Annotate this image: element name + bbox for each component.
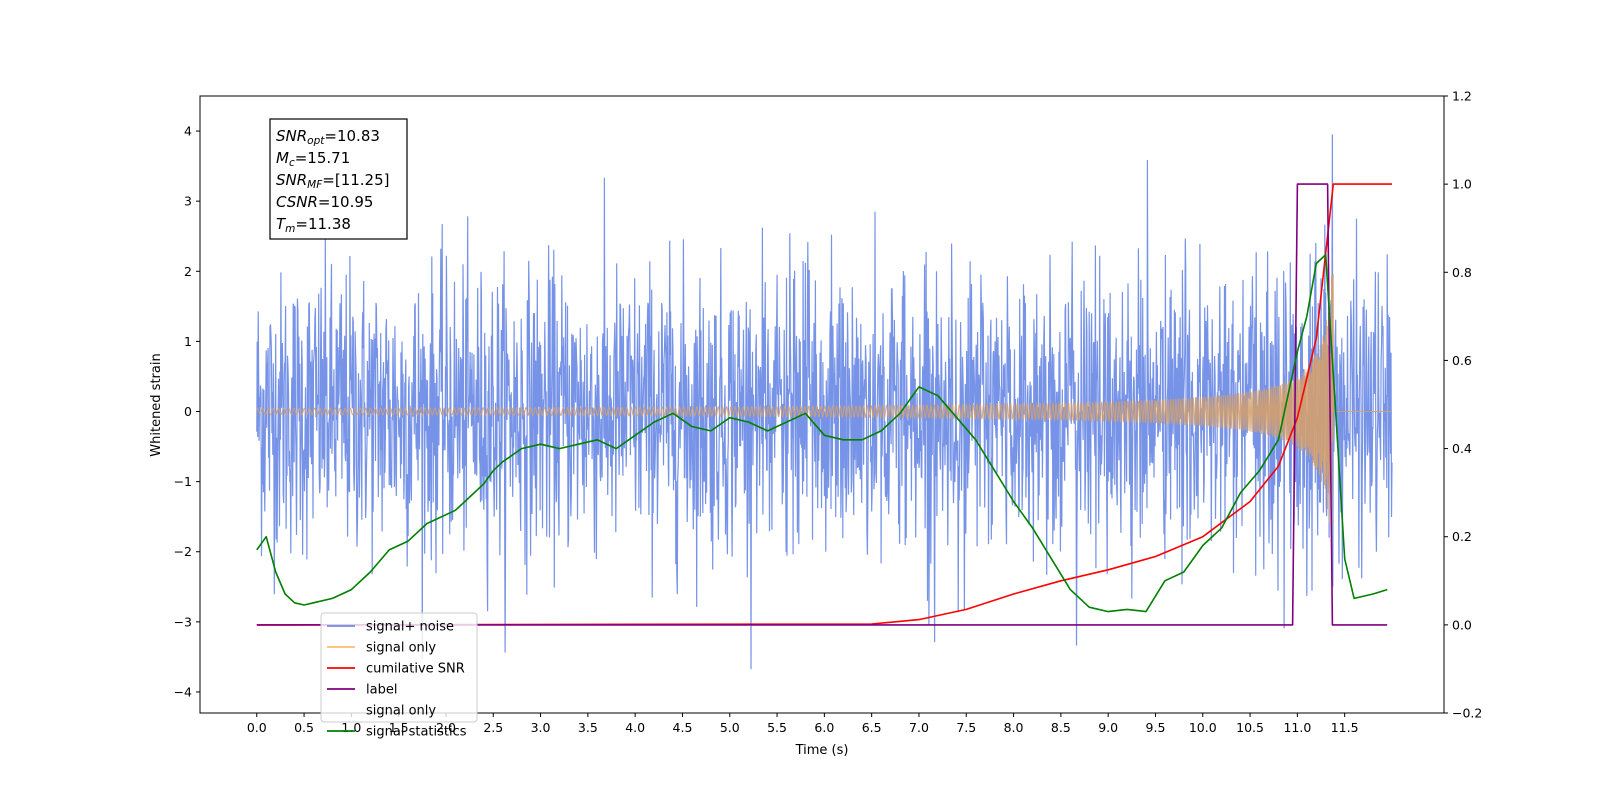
series-signal-plus-noise (256, 134, 1393, 670)
annotation-line: Mc=15.71 (276, 149, 350, 169)
x-tick-label: 9.0 (1098, 720, 1118, 735)
legend-entry-label: cumilative SNR (366, 662, 465, 677)
x-tick-label: 4.0 (625, 720, 645, 735)
y-right-tick-label: 0.8 (1452, 265, 1472, 280)
x-tick-label: 6.5 (862, 720, 882, 735)
series-cumulative-snr (256, 183, 1392, 626)
x-tick-label: 7.0 (909, 720, 929, 735)
legend-entry-label: signal only (366, 704, 436, 719)
annotation-line: CSNR=10.95 (276, 193, 373, 211)
series-signal-statistics (256, 253, 1388, 613)
y-left-tick-label: 1 (184, 334, 192, 349)
annotation-box (269, 118, 408, 240)
x-tick-label: 5.5 (767, 720, 787, 735)
annotation-line: SNRMF=[11.25] (276, 171, 390, 191)
annotation-variable: T (276, 215, 287, 233)
annotation-line: SNRopt=10.83 (276, 127, 380, 147)
x-tick-label: 5.0 (720, 720, 740, 735)
y-right-tick-label: 1.2 (1452, 89, 1472, 104)
annotation-subscript: m (285, 223, 295, 235)
y-right-tick-label: 0.4 (1452, 441, 1472, 456)
annotation-subscript: opt (307, 135, 325, 147)
x-tick-label: 2.5 (483, 720, 503, 735)
annotation-line: Tm=11.38 (276, 215, 351, 235)
legend-entry-label: signal only (366, 641, 436, 656)
x-tick-label: 11.0 (1283, 720, 1311, 735)
x-tick-label: 8.5 (1051, 720, 1071, 735)
y-right-tick-label: 0.2 (1452, 529, 1472, 544)
annotation-value: =10.83 (324, 127, 380, 145)
series-label (256, 183, 1388, 626)
x-tick-label: 3.0 (531, 720, 551, 735)
y-left-tick-label: −1 (174, 474, 192, 489)
x-tick-label: 1.5 (389, 720, 409, 735)
legend-entry-label: label (366, 683, 397, 698)
legend-entry-label: signal statistics (366, 725, 467, 740)
y-left-tick-label: 3 (184, 194, 192, 209)
legend-entry-label: signal+ noise (366, 620, 454, 635)
y-right-tick-label: 1.0 (1452, 177, 1472, 192)
x-tick-label: 7.5 (956, 720, 976, 735)
annotation-value: =[11.25] (322, 171, 389, 189)
annotation-variable: M (276, 149, 289, 167)
y-left-tick-label: 4 (184, 124, 192, 139)
x-tick-label: 10.0 (1189, 720, 1217, 735)
y-left-tick-label: −4 (174, 684, 192, 699)
y-left-tick-label: −3 (174, 614, 192, 629)
x-tick-label: 0.0 (247, 720, 267, 735)
y-right-tick-label: 0.6 (1452, 353, 1472, 368)
annotation-variable: SNR (276, 171, 307, 189)
stats-annotation: SNRopt=10.83Mc=15.71SNRMF=[11.25]CSNR=10… (269, 118, 408, 240)
annotation-value: =15.71 (295, 149, 351, 167)
annotation-value: =11.38 (295, 215, 351, 233)
x-tick-label: 10.5 (1236, 720, 1264, 735)
x-tick-label: 2.0 (436, 720, 456, 735)
y-left-tick-label: 2 (184, 264, 192, 279)
x-tick-label: 4.5 (673, 720, 693, 735)
y-right-tick-label: 0.0 (1452, 617, 1472, 632)
y-right-tick-label: −0.2 (1452, 706, 1482, 721)
y-left-tick-label: 0 (184, 404, 192, 419)
y-axis-label: Whitened strain (149, 353, 164, 456)
series-signal-only (256, 274, 1392, 541)
x-tick-label: 8.0 (1004, 720, 1024, 735)
x-tick-label: 6.0 (814, 720, 834, 735)
x-axis-label: Time (s) (795, 743, 849, 758)
plot-area-frame (199, 95, 1445, 714)
annotation-value: =10.95 (318, 193, 374, 211)
x-tick-label: 0.5 (294, 720, 314, 735)
annotation-subscript: MF (307, 179, 323, 191)
annotation-variable: CSNR (276, 193, 318, 211)
legend: signal+ noise signal only cumilative SNR la… (320, 612, 478, 740)
y-left-tick-label: −2 (174, 544, 192, 559)
x-tick-label: 9.5 (1146, 720, 1166, 735)
legend-frame (320, 612, 478, 723)
x-tick-label: 3.5 (578, 720, 598, 735)
annotation-subscript: c (289, 157, 295, 169)
x-tick-label: 11.5 (1331, 720, 1359, 735)
annotation-variable: SNR (276, 127, 307, 145)
